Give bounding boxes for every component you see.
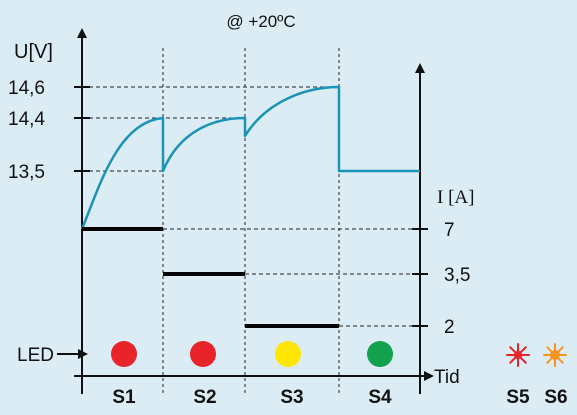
- current-tick-label: 7: [444, 220, 455, 241]
- chart-title: @ +20ºC: [226, 12, 295, 31]
- red-burst-icon: [506, 343, 530, 367]
- burst-ray: [556, 346, 564, 354]
- burst-ray: [509, 346, 517, 354]
- stage-label-s2: S2: [193, 387, 216, 408]
- orange-burst-icon: [543, 343, 567, 367]
- stage-label-s1: S1: [112, 387, 136, 408]
- voltage-curve: [80, 85, 420, 230]
- burst-ray: [546, 346, 554, 354]
- stage-label-s6: S6: [544, 387, 567, 408]
- led-dot-s4: [367, 341, 393, 367]
- burst-ray: [556, 356, 564, 364]
- voltage-axis-label: U[V]: [14, 41, 53, 63]
- stage-label-s4: S4: [368, 387, 392, 408]
- time-axis-label: Tid: [434, 367, 460, 388]
- burst-core: [550, 350, 560, 360]
- burst-ray: [519, 356, 527, 364]
- stage-label-s3: S3: [280, 387, 303, 408]
- led-dot-s3: [275, 341, 301, 367]
- led-dot-s1: [111, 341, 137, 367]
- burst-ray: [546, 356, 554, 364]
- led-label: LED: [17, 345, 54, 366]
- burst-ray: [519, 346, 527, 354]
- current-axis-label: I [A]: [437, 187, 474, 208]
- led-dot-s2: [190, 341, 216, 367]
- current-tick-label: 3,5: [444, 265, 470, 286]
- current-tick-label: 2: [444, 317, 455, 338]
- stage-label-s5: S5: [506, 387, 530, 408]
- voltage-tick-label: 14,4: [8, 109, 45, 130]
- burst-core: [514, 351, 522, 359]
- voltage-tick-label: 13,5: [8, 162, 45, 183]
- burst-ray: [509, 356, 517, 364]
- voltage-tick-label: 14,6: [8, 78, 45, 99]
